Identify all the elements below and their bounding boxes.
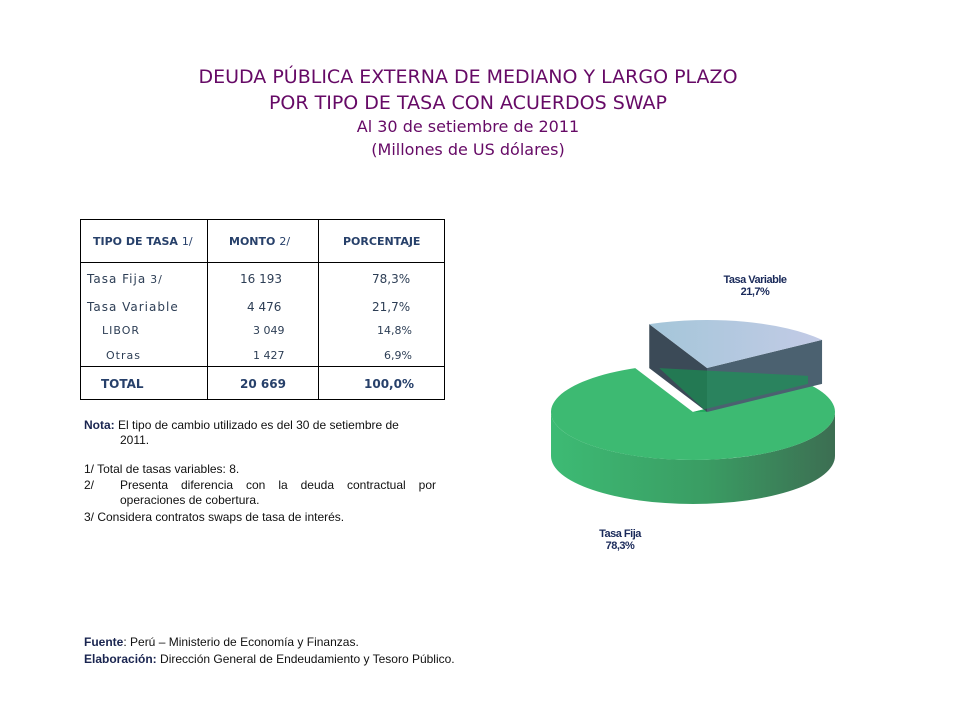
- header-tipo: TIPO DE TASA 1/: [93, 235, 193, 248]
- row-tasa-fija-pct: 78,3%: [372, 272, 411, 286]
- source: Fuente: Perú – Ministerio de Economía y …: [84, 635, 359, 649]
- label-tasa-variable: Tasa Variable 21,7%: [723, 274, 787, 298]
- subtitle-date: Al 30 de setiembre de 2011: [356, 117, 580, 136]
- row-tasa-variable-monto: 4 476: [247, 300, 282, 314]
- row-tasa-fija-monto: 16 193: [240, 272, 282, 286]
- pie-slice-tasa-variable: [649, 319, 823, 368]
- total-monto: 20 669: [240, 377, 286, 391]
- divider: [318, 220, 319, 399]
- row-libor-pct: 14,8%: [377, 324, 412, 337]
- footnote-3: 3/ Considera contratos swaps de tasa de …: [84, 510, 345, 524]
- header-monto: MONTO 2/: [229, 235, 291, 248]
- footnote-2: 2/Presenta diferencia con la deuda contr…: [84, 478, 436, 507]
- row-otras-monto: 1 427: [253, 349, 285, 362]
- pie-slice-tasa-fija: [551, 368, 836, 461]
- row-otras-pct: 6,9%: [384, 349, 412, 362]
- row-tasa-fija-label: Tasa Fija 3/: [87, 272, 163, 286]
- divider: [207, 220, 208, 399]
- divider: [81, 262, 444, 263]
- subtitle-units: (Millones de US dólares): [371, 140, 565, 159]
- row-libor-label: LIBOR: [102, 324, 141, 337]
- debt-table: TIPO DE TASA 1/ MONTO 2/ PORCENTAJE Tasa F…: [80, 219, 445, 400]
- label-tasa-fija: Tasa Fija 78,3%: [599, 528, 641, 552]
- header-porcentaje: PORCENTAJE: [343, 235, 421, 248]
- footnote-1: 1/ Total de tasas variables: 8.: [84, 462, 240, 476]
- row-tasa-variable-label: Tasa Variable: [87, 300, 179, 314]
- divider: [81, 366, 444, 367]
- total-pct: 100,0%: [364, 377, 414, 391]
- row-tasa-variable-pct: 21,7%: [372, 300, 411, 314]
- elaboration: Elaboración: Dirección General de Endeud…: [84, 652, 455, 666]
- pie-slice-tasa-fija-side: [551, 412, 835, 504]
- title-line-2: POR TIPO DE TASA CON ACUERDOS SWAP: [268, 92, 668, 114]
- total-label: TOTAL: [101, 377, 144, 391]
- pie-overlap-shade: [659, 368, 809, 412]
- row-libor-monto: 3 049: [253, 324, 285, 337]
- row-otras-label: Otras: [106, 349, 141, 362]
- title-line-1: DEUDA PÚBLICA EXTERNA DE MEDIANO Y LARGO…: [198, 66, 738, 88]
- nota: Nota: El tipo de cambio utilizado es del…: [84, 418, 399, 447]
